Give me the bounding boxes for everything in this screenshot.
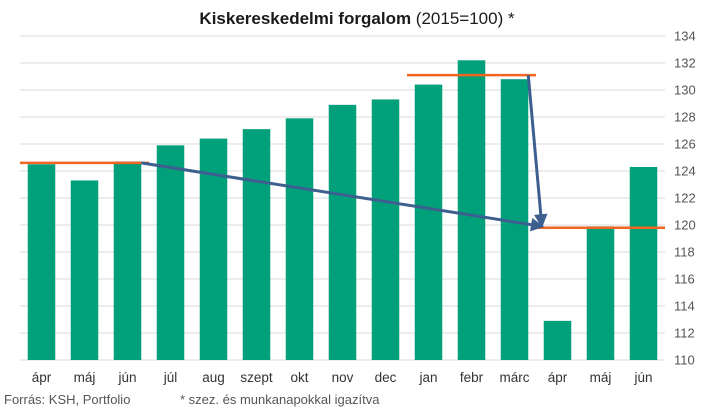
x-category-label: okt — [290, 370, 308, 385]
y-tick-label: 128 — [674, 110, 696, 125]
x-category-label: szept — [240, 370, 273, 385]
y-tick-label: 122 — [674, 191, 696, 206]
chart-title-rest: (2015=100) * — [411, 9, 515, 28]
bar — [242, 129, 271, 360]
trend-arrow — [526, 75, 548, 228]
chart-title: Kiskereskedelmi forgalom (2015=100) * — [199, 9, 515, 28]
chart-title-bold: Kiskereskedelmi forgalom — [199, 9, 411, 28]
bar — [70, 180, 99, 360]
y-tick-label: 116 — [674, 272, 695, 287]
x-category-label: ápr — [548, 370, 568, 385]
x-category-label: máj — [590, 370, 612, 385]
x-category-label: júl — [163, 370, 178, 385]
y-tick-label: 120 — [674, 218, 696, 233]
bar — [371, 99, 400, 360]
y-tick-label: 110 — [674, 353, 695, 368]
x-category-label: jún — [633, 370, 652, 385]
bar — [414, 84, 443, 360]
x-category-label: ápr — [32, 370, 52, 385]
y-tick-label: 124 — [674, 164, 696, 179]
bar — [328, 104, 357, 360]
annotations — [20, 73, 665, 232]
x-category-label: jan — [418, 370, 437, 385]
x-category-label: aug — [202, 370, 225, 385]
x-category-label: márc — [500, 370, 530, 385]
y-axis-ticks: 110 112 114 116 118 120 122 124 126 128 130 132 134 — [674, 29, 696, 368]
x-category-label: dec — [375, 370, 397, 385]
x-category-label: nov — [332, 370, 354, 385]
bar — [156, 145, 185, 360]
x-category-label: jún — [117, 370, 136, 385]
x-category-label: febr — [460, 370, 484, 385]
bar — [586, 226, 615, 360]
bar — [113, 161, 142, 360]
bar — [27, 164, 56, 360]
y-tick-label: 112 — [674, 326, 695, 341]
y-tick-label: 134 — [674, 29, 696, 44]
x-axis-categories: ápr máj jún júl aug szept okt nov dec jan febr márc… — [32, 370, 653, 385]
bar — [543, 320, 572, 360]
adjustment-note: * szez. és munkanapokkal igazítva — [180, 392, 380, 407]
trend-arrow — [141, 161, 545, 232]
y-tick-label: 130 — [674, 83, 696, 98]
bar — [457, 60, 486, 361]
bar — [629, 166, 658, 360]
y-tick-label: 132 — [674, 56, 696, 71]
bar — [285, 118, 314, 360]
y-tick-label: 118 — [674, 245, 695, 260]
y-tick-label: 126 — [674, 137, 696, 152]
x-category-label: máj — [74, 370, 96, 385]
y-tick-label: 114 — [674, 299, 695, 314]
source-note: Forrás: KSH, Portfolio — [4, 392, 130, 407]
bars — [27, 60, 658, 361]
